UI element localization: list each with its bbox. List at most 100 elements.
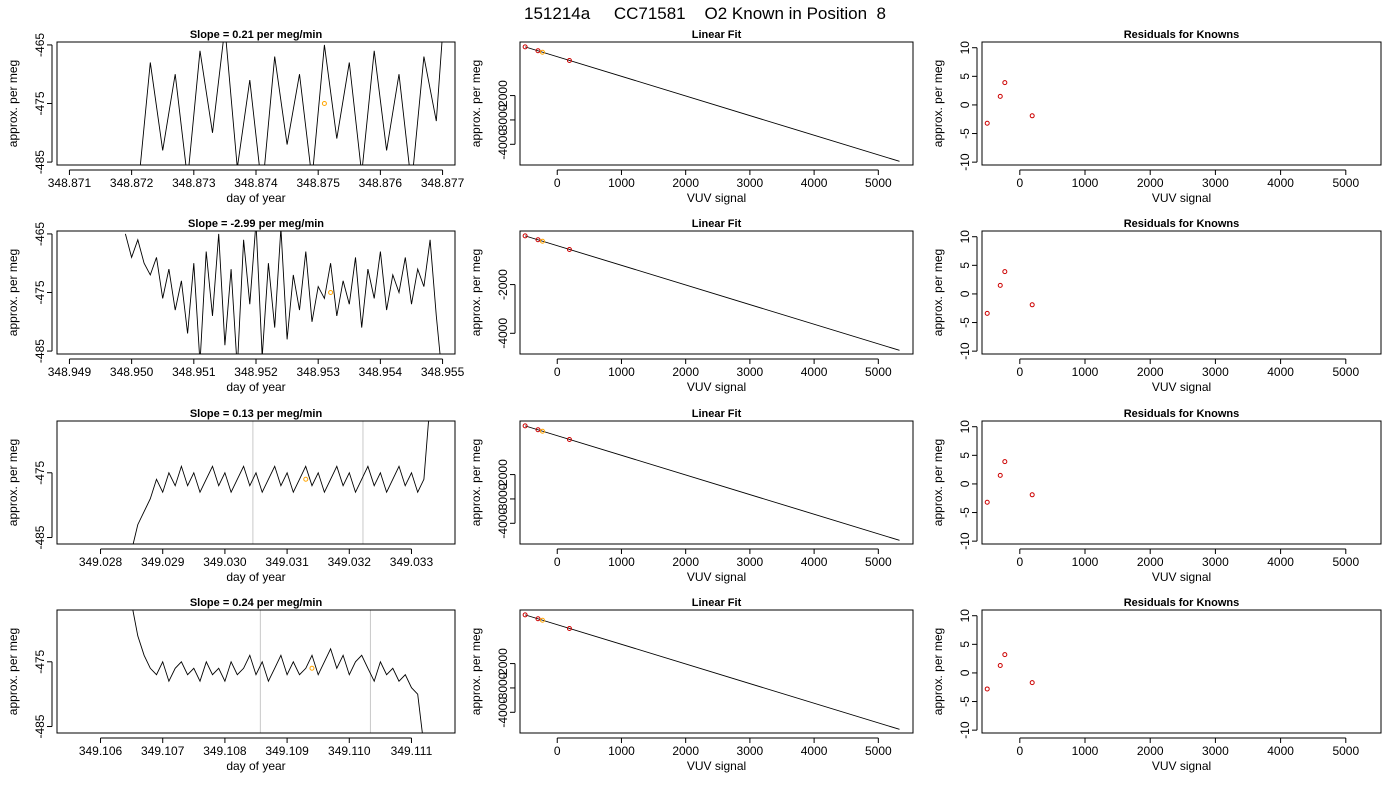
x-tick-label: 5000 [1332,744,1359,758]
y-tick-label: -4000 [496,508,510,539]
y-tick-label: 10 [958,41,972,55]
panel-title: Slope = 0.24 per meg/min [190,597,323,609]
data-point [984,499,990,505]
x-axis-label: day of year [226,759,285,773]
x-tick-label: 348.954 [359,365,403,379]
figure-title: 151214a CC71581 O2 Known in Position 8 [524,4,886,23]
x-tick-label: 3000 [1202,176,1229,190]
y-tick-label: -5 [958,507,972,518]
x-tick-label: 348.874 [234,176,278,190]
x-tick-label: 2000 [672,365,699,379]
x-tick-label: 0 [1016,365,1023,379]
panel-title: Linear Fit [692,597,742,609]
y-tick-label: -10 [958,532,972,550]
data-point [566,58,572,64]
x-tick-label: 0 [1016,555,1023,569]
panel-2-2: Residuals for Knowns 0 1000 2000 3000 4000 500… [931,408,1382,584]
y-axis-label: approx. per meg [469,628,483,715]
y-tick-label: 10 [958,230,972,244]
panel-frame [519,609,914,734]
panel-1-1: Linear Fit 0 1000 2000 3000 4000 5000 VUV signa… [469,218,914,394]
y-tick-label: -485 [33,339,47,363]
y-tick-label: -5 [958,128,972,139]
plot-area [522,612,900,730]
data-point [535,616,541,622]
y-tick-label: -475 [33,91,47,115]
y-tick-label: -2000 [496,269,510,300]
data-point [566,437,572,443]
panel-title: Slope = 0.21 per meg/min [190,29,323,41]
panel-3-0: Slope = 0.24 per meg/min 349.106 349.107 34… [6,597,456,773]
x-tick-label: 348.953 [296,365,340,379]
plot-area [522,233,900,351]
x-tick-label: 1000 [608,744,635,758]
panel-0-2: Residuals for Knowns 0 1000 2000 3000 4000 500… [931,29,1382,205]
x-tick-label: 2000 [1137,555,1164,569]
x-tick-label: 348.950 [110,365,154,379]
data-point [539,617,545,623]
x-tick-label: 348.949 [48,365,92,379]
series-line [139,42,443,165]
y-tick-label: -2000 [496,80,510,111]
y-tick-label: -4000 [496,129,510,160]
panel-frame [56,609,456,734]
y-tick-label: -485 [33,525,47,549]
x-tick-label: 4000 [1267,365,1294,379]
x-tick-label: 5000 [865,555,892,569]
panel-title: Residuals for Knowns [1124,29,1240,41]
data-point [984,686,990,692]
x-tick-label: 5000 [1332,176,1359,190]
x-tick-label: 349.031 [265,555,309,569]
series-line [124,231,441,354]
x-axis-label: VUV signal [687,380,746,394]
y-axis-label: approx. per meg [6,249,20,336]
y-tick-label: -10 [958,342,972,360]
y-tick-label: 5 [958,262,972,269]
panel-title: Residuals for Knowns [1124,408,1240,420]
average-marker [328,290,334,295]
plot-area [984,269,1035,316]
data-point [1029,680,1035,686]
y-tick-label: -10 [958,721,972,739]
x-tick-label: 349.029 [141,555,185,569]
panel-title: Slope = 0.13 per meg/min [190,408,323,420]
y-tick-label: -4000 [496,318,510,349]
x-axis-label: day of year [226,191,285,205]
data-point [1002,652,1008,658]
x-axis-label: VUV signal [687,570,746,584]
x-tick-label: 1000 [1072,176,1099,190]
y-tick-label: 10 [958,420,972,434]
series-line [132,610,423,733]
x-tick-label: 2000 [1137,744,1164,758]
y-axis-label: approx. per meg [931,249,945,336]
data-point [997,472,1003,478]
panel-frame [519,420,914,545]
plot-area [132,421,430,544]
x-tick-label: 348.876 [359,176,403,190]
data-point [535,48,541,54]
fit-line [525,425,900,541]
x-tick-label: 4000 [1267,176,1294,190]
x-tick-label: 348.875 [296,176,340,190]
data-point [1029,302,1035,308]
x-tick-label: 4000 [801,176,828,190]
y-tick-label: 5 [958,641,972,648]
data-point [1029,113,1035,119]
panel-title: Slope = -2.99 per meg/min [188,218,324,230]
y-axis-label: approx. per meg [469,60,483,147]
y-tick-label: 0 [958,480,972,487]
panel-title: Linear Fit [692,29,742,41]
y-tick-label: -475 [33,280,47,304]
data-point [539,238,545,244]
data-point [997,282,1003,288]
x-tick-label: 349.106 [79,744,123,758]
x-tick-label: 3000 [737,555,764,569]
panel-0-0: Slope = 0.21 per meg/min 348.871 348.872 34… [6,29,465,205]
plot-area [124,231,441,354]
x-axis-label: day of year [226,570,285,584]
x-tick-label: 349.030 [203,555,247,569]
x-tick-label: 0 [1016,744,1023,758]
panel-frame [56,41,456,166]
